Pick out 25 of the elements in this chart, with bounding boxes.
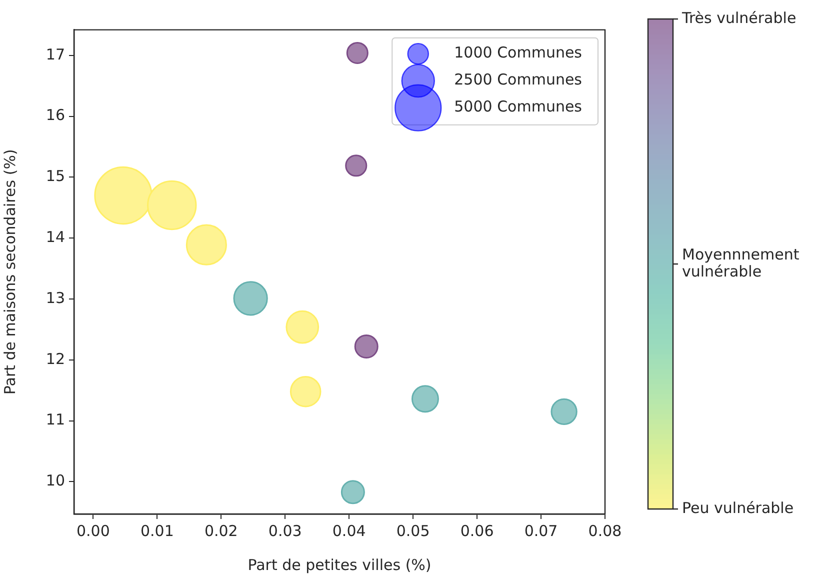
x-tick-label: 0.07 [524, 522, 558, 540]
x-tick-label: 0.06 [460, 522, 494, 540]
legend-label: 2500 Communes [454, 70, 582, 89]
x-tick-label: 0.04 [332, 522, 366, 540]
x-tick-label: 0.02 [204, 522, 238, 540]
y-tick-label: 15 [46, 167, 65, 186]
x-tick-label: 0.00 [76, 522, 110, 540]
y-tick-label: 12 [46, 350, 65, 368]
legend-label: 5000 Communes [454, 98, 582, 116]
legend-label: 1000 Communes [454, 44, 582, 62]
y-tick-label: 10 [46, 472, 65, 490]
x-tick-label: 0.08 [588, 522, 622, 540]
x-axis-title: Part de petites villes (%) [248, 556, 432, 574]
y-tick-label: 13 [46, 288, 65, 307]
y-tick-label: 17 [46, 45, 65, 64]
color-bar-label: Peu vulnérable [682, 498, 794, 517]
x-tick-label: 0.03 [268, 522, 302, 540]
color-bar-label: Moyennnement vulnérable [682, 245, 800, 280]
y-axis-title: Part de maisons secondaires (%) [0, 149, 19, 395]
x-tick-label: 0.01 [140, 522, 174, 540]
y-tick-label: 16 [46, 106, 65, 124]
y-tick-label: 11 [46, 410, 65, 429]
y-tick-label: 14 [46, 228, 65, 246]
x-tick-label: 0.05 [396, 522, 430, 540]
color-bar-label: Très vulnérable [681, 8, 796, 27]
